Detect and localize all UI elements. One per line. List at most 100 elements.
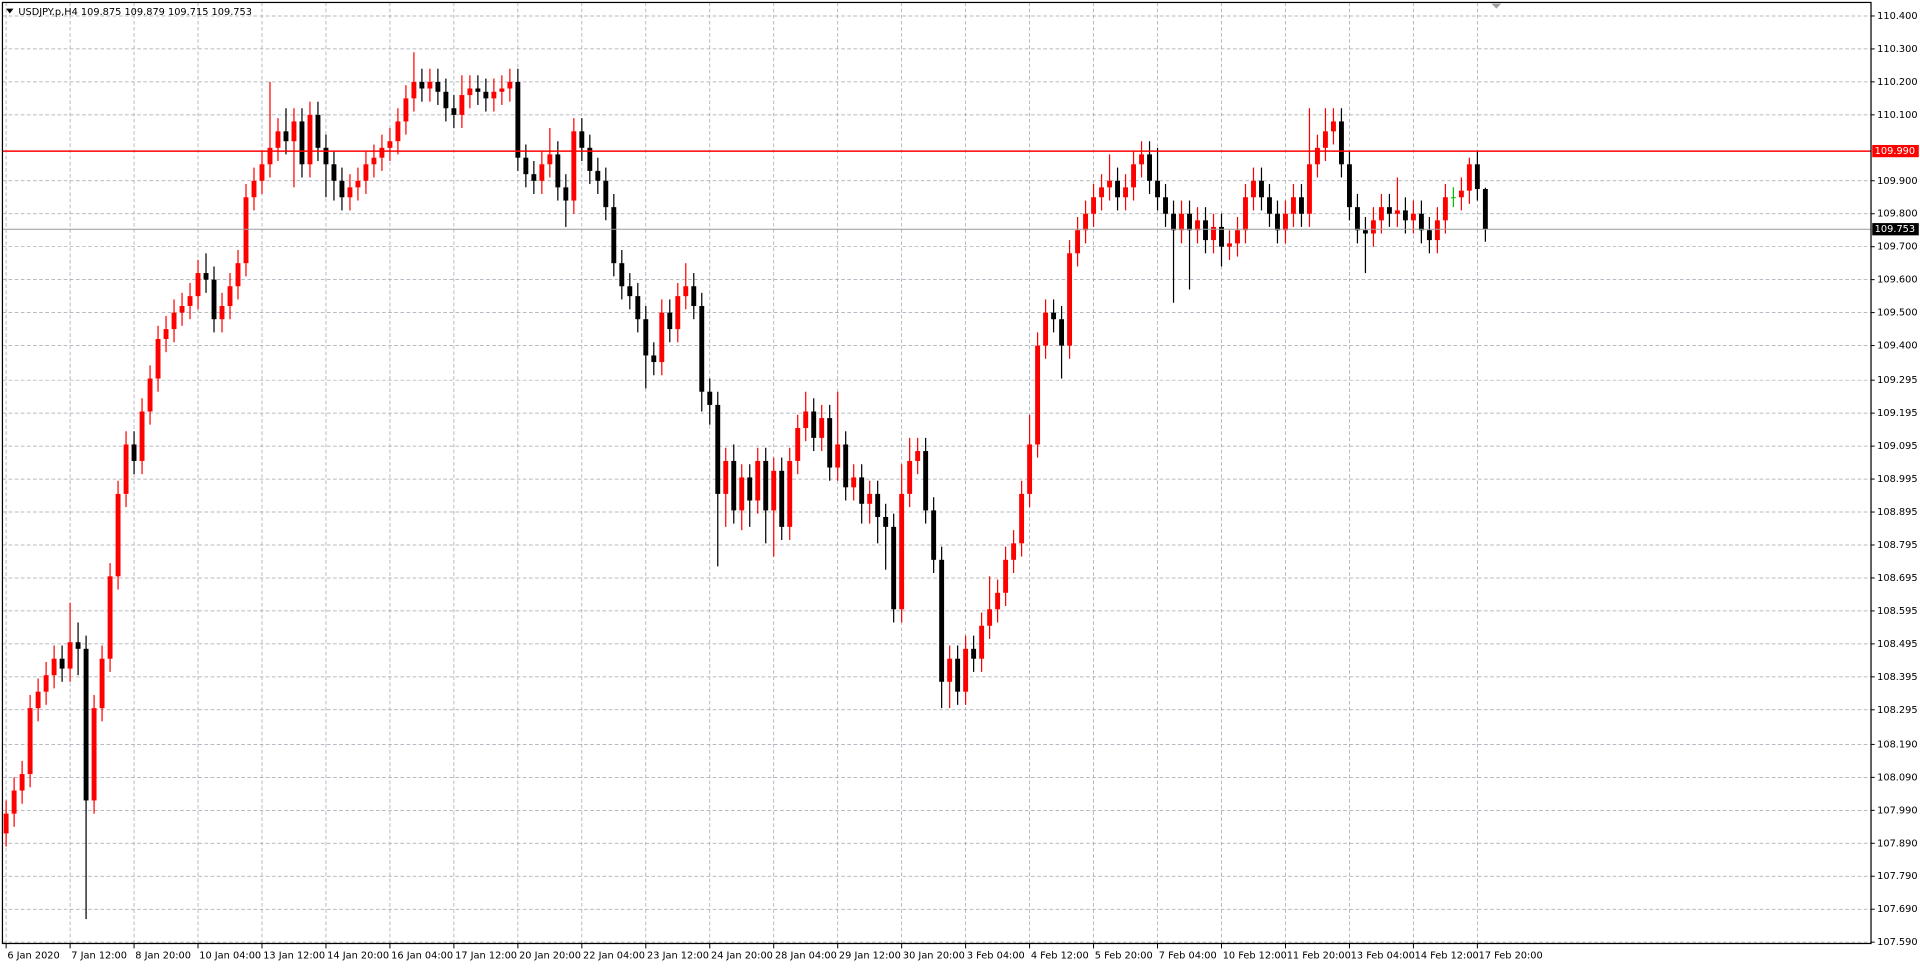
candle-body bbox=[203, 273, 209, 280]
candle-body bbox=[283, 131, 289, 142]
x-tick-label: 16 Jan 04:00 bbox=[391, 951, 453, 962]
candle-body bbox=[1123, 187, 1128, 198]
candle-body bbox=[883, 516, 889, 527]
candle-body bbox=[363, 164, 369, 181]
x-tick-label: 14 Jan 20:00 bbox=[327, 951, 389, 962]
candle-body bbox=[499, 88, 505, 92]
candle-body bbox=[595, 170, 601, 181]
candles bbox=[2, 52, 1872, 920]
candle-body bbox=[43, 675, 49, 692]
candle-body bbox=[1426, 230, 1432, 241]
symbol-menu-icon[interactable] bbox=[6, 8, 14, 14]
candle-body bbox=[459, 95, 465, 115]
candle-body bbox=[1291, 197, 1296, 214]
candle-body bbox=[1418, 213, 1424, 231]
y-tick-label: 110.100 bbox=[1877, 110, 1917, 121]
candle-body bbox=[715, 404, 721, 494]
candle-body bbox=[483, 91, 489, 99]
candle-body bbox=[907, 460, 913, 494]
candle-body bbox=[835, 444, 841, 468]
candle-body bbox=[955, 658, 961, 692]
x-tick-label: 29 Jan 12:00 bbox=[839, 951, 901, 962]
y-tick-label: 108.695 bbox=[1877, 573, 1917, 584]
x-tick-label: 6 Jan 2020 bbox=[7, 951, 59, 962]
candle-body bbox=[851, 477, 857, 488]
candle-body bbox=[1267, 197, 1272, 214]
candle-body bbox=[139, 411, 145, 461]
candle-body bbox=[259, 164, 265, 181]
candle-body bbox=[675, 296, 681, 330]
candle-body bbox=[643, 319, 649, 356]
candle-body bbox=[235, 263, 241, 287]
candle-body bbox=[123, 444, 129, 494]
candle-body bbox=[1075, 230, 1081, 254]
candle-body bbox=[1346, 164, 1352, 208]
y-tick-label: 108.495 bbox=[1877, 639, 1917, 650]
candle-body bbox=[611, 207, 617, 264]
candle-body bbox=[147, 378, 153, 412]
candle-body bbox=[227, 286, 233, 307]
candle-body bbox=[779, 470, 785, 527]
x-tick-label: 8 Jan 20:00 bbox=[135, 951, 191, 962]
candle-body bbox=[803, 411, 809, 428]
candle-body bbox=[587, 147, 593, 171]
candle-body bbox=[1402, 210, 1408, 221]
candle-body bbox=[403, 98, 409, 122]
candle-body bbox=[1450, 197, 1456, 199]
candle-body bbox=[1330, 121, 1336, 132]
candle-body bbox=[923, 451, 929, 511]
candle-body bbox=[667, 312, 673, 330]
candle-body bbox=[291, 121, 297, 142]
candle-body bbox=[107, 576, 113, 659]
candle-body bbox=[859, 477, 865, 504]
candle-body bbox=[1243, 197, 1248, 231]
candle-body bbox=[195, 273, 201, 297]
y-tick-label: 110.300 bbox=[1877, 44, 1917, 55]
candle-body bbox=[963, 648, 969, 692]
candle-body bbox=[1386, 207, 1392, 214]
candle-body bbox=[1139, 154, 1144, 165]
candle-body bbox=[379, 147, 385, 158]
candle-body bbox=[1211, 226, 1216, 241]
candle-body bbox=[1051, 312, 1057, 320]
candle-body bbox=[427, 81, 433, 89]
candle-body bbox=[1155, 180, 1160, 198]
candle-body bbox=[1323, 131, 1328, 148]
candle-body bbox=[539, 164, 545, 181]
axis-labels: 110.400 110.300 110.200 110.100 109.900 109.8… bbox=[5, 11, 1919, 962]
candle-body bbox=[659, 312, 665, 363]
candle-body bbox=[707, 391, 713, 405]
x-tick-label: 10 Feb 12:00 bbox=[1223, 951, 1287, 962]
price-label: 109.753 bbox=[1875, 224, 1915, 235]
candle-body bbox=[371, 157, 377, 165]
candle-body bbox=[515, 81, 521, 158]
candle-body bbox=[1059, 319, 1065, 346]
candle-body bbox=[627, 286, 633, 297]
candle-body bbox=[1410, 213, 1416, 221]
candle-body bbox=[787, 460, 793, 527]
candle-body bbox=[827, 418, 833, 468]
candle-body bbox=[1115, 180, 1121, 198]
candle-body bbox=[1131, 164, 1136, 188]
candle-body bbox=[67, 642, 73, 669]
candle-body bbox=[267, 147, 273, 165]
candle-body bbox=[115, 493, 121, 577]
y-tick-label: 109.400 bbox=[1877, 341, 1917, 352]
candle-body bbox=[1035, 345, 1041, 445]
candle-body bbox=[243, 197, 249, 264]
price-label-bg bbox=[1872, 144, 1919, 158]
candle-body bbox=[3, 813, 9, 834]
candle-body bbox=[1195, 220, 1200, 231]
candle-body bbox=[563, 187, 569, 201]
candle-body bbox=[731, 460, 737, 511]
candle-body bbox=[251, 180, 257, 198]
candle-body bbox=[419, 81, 425, 89]
y-tick-label: 109.900 bbox=[1877, 176, 1917, 187]
candle-body bbox=[699, 306, 705, 392]
candle-body bbox=[395, 121, 401, 142]
candle-body bbox=[979, 625, 985, 659]
y-tick-label: 108.190 bbox=[1877, 739, 1917, 750]
candle-body bbox=[163, 329, 169, 339]
